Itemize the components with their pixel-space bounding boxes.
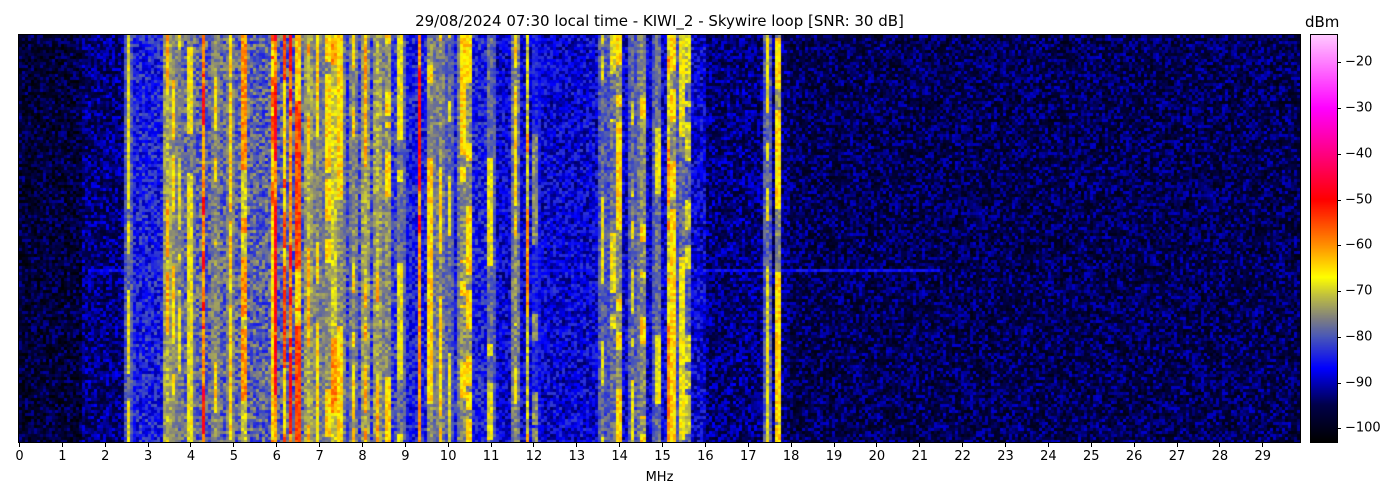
x-tick [319,442,321,447]
colorbar-tick [1337,382,1341,384]
x-tick [919,442,921,447]
x-tick-label: 22 [954,449,971,464]
x-tick-label: 14 [611,449,628,464]
x-tick-label: 28 [1211,449,1229,464]
x-tick-label: 0 [15,449,24,464]
x-tick [876,442,878,447]
colorbar-tick [1337,245,1341,247]
colorbar-tick [1337,428,1341,430]
colorbar-tick-label: −40 [1345,146,1373,162]
x-tick-label: 4 [186,449,196,464]
x-tick-label: 19 [825,449,843,464]
colorbar-tick-label: −90 [1345,375,1373,391]
x-axis-label: MHz [645,470,674,485]
x-tick-label: 13 [568,449,586,464]
x-tick [1005,442,1007,447]
x-tick [1219,442,1221,447]
x-tick [962,442,964,447]
x-tick-label: 21 [911,449,929,464]
x-tick-label: 10 [439,449,457,464]
x-tick-label: 23 [997,449,1014,464]
x-tick-label: 5 [229,449,238,464]
x-tick-label: 27 [1168,449,1186,464]
colorbar [1311,35,1337,442]
chart-title: 29/08/2024 07:30 local time - KIWI_2 - S… [415,12,904,30]
x-tick [276,442,278,447]
x-tick [1047,442,1049,447]
x-tick [490,442,492,447]
colorbar-tick-label: −70 [1345,283,1373,299]
colorbar-tick-label: −20 [1345,54,1373,70]
x-tick-label: 29 [1254,449,1272,464]
colorbar-gradient [1311,35,1337,442]
x-tick-label: 3 [143,449,153,464]
x-tick [19,442,20,447]
x-tick [533,442,535,447]
x-tick-label: 16 [697,449,714,464]
x-tick [704,442,706,447]
spectrogram-heatmap [19,35,1300,442]
x-tick [619,442,621,447]
colorbar-tick [1337,291,1341,293]
x-tick [447,442,449,447]
colorbar-frame [1310,34,1338,443]
x-tick [1176,442,1178,447]
x-tick-label: 15 [654,449,671,464]
x-tick-label: 8 [358,449,367,464]
x-tick-label: 18 [782,449,800,464]
x-tick [576,442,578,447]
x-tick-label: 17 [740,449,757,464]
x-tick [790,442,792,447]
colorbar-label: dBm [1305,13,1340,31]
colorbar-tick [1337,336,1341,338]
colorbar-tick-label: −50 [1345,192,1373,208]
colorbar-tick [1337,62,1341,64]
x-tick [190,442,192,447]
colorbar-tick [1337,199,1341,201]
x-tick-label: 11 [482,449,500,464]
x-tick [61,442,63,447]
colorbar-tick-label: −60 [1345,237,1373,253]
colorbar-tick-label: −100 [1345,420,1381,436]
x-tick [1133,442,1135,447]
x-tick [233,442,235,447]
x-tick [747,442,749,447]
x-tick-label: 25 [1083,449,1100,464]
x-tick [662,442,664,447]
x-tick-label: 2 [101,449,110,464]
x-tick-label: 1 [58,449,67,464]
x-tick-label: 26 [1125,449,1143,464]
x-tick-label: 6 [272,449,281,464]
colorbar-tick-label: −80 [1345,329,1373,345]
x-tick [1090,442,1092,447]
x-tick [833,442,835,447]
x-tick-label: 24 [1040,449,1057,464]
x-tick [404,442,406,447]
colorbar-tick-label: −30 [1345,100,1373,116]
x-tick-label: 7 [315,449,324,464]
x-tick-label: 20 [868,449,886,464]
x-tick-label: 9 [401,449,410,464]
x-tick-label: 12 [525,449,543,464]
colorbar-tick [1337,108,1341,110]
x-tick [104,442,106,447]
x-tick [1262,442,1264,447]
x-tick [147,442,149,447]
x-tick [361,442,363,447]
colorbar-tick [1337,153,1341,155]
spectrogram-canvas [19,35,1300,442]
